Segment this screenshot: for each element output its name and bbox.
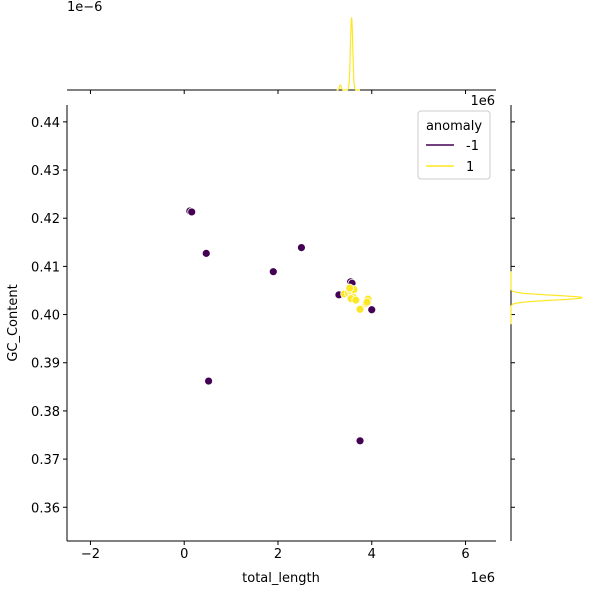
legend-label-negative: -1 [466,139,479,154]
scatter-points [185,206,377,446]
x-axis-label: total_length [242,571,320,586]
y-tick-label: 0.44 [31,116,60,131]
y-axis-scale-label: 1e6 [470,94,495,109]
x-tick-label: 2 [274,547,282,562]
x-tick-label: 0 [180,547,188,562]
y-tick-label: 0.43 [31,164,60,179]
right-marginal-ticks [511,121,515,508]
scatter-point-anomaly-negative [367,305,377,315]
x-tick-label: 6 [461,547,469,562]
scatter-point-anomaly-positive [355,304,365,314]
y-tick-label: 0.41 [31,260,60,275]
y-tick-label: 0.42 [31,212,60,227]
x-tick-label: 4 [368,547,376,562]
scatter-point-anomaly-negative [297,243,306,253]
legend-title: anomaly [426,119,482,134]
y-tick-label: 0.38 [31,405,60,420]
y-tick-label: 0.37 [31,453,60,468]
scatter-point-anomaly-negative [201,248,211,258]
y-axis-label: GC_Content [6,284,21,361]
right-marginal-panel [510,105,583,541]
scatter-point-anomaly-negative [187,207,197,217]
scatter-point-anomaly-positive [351,295,361,305]
scatter-point-anomaly-negative [204,376,213,386]
x-tick-label: −2 [81,547,100,562]
scatter-point-anomaly-negative [355,436,365,446]
y-tick-label: 0.40 [31,309,60,324]
y-tick-label: 0.39 [31,357,60,372]
legend-label-positive: 1 [466,160,474,175]
scatter-point-anomaly-positive [362,297,372,307]
top-marginal-scale-label: 1e−6 [67,0,102,15]
y-tick-label: 0.36 [31,501,60,516]
main-scatter-panel: −2 0 2 4 6 0.360.370.380.390.400.410.420.430… [6,94,496,586]
y-axis-ticks: 0.36 0.37 0.38 0.39 0.40 0.41 0.42 0.43 0.44 [31,116,67,516]
x-axis-ticks: −2 0 2 4 6 [81,541,470,562]
right-marginal-density-curve [510,271,583,325]
top-marginal-density-curve [336,16,361,91]
scatter-point-anomaly-negative [268,267,278,277]
top-marginal-ticks [89,90,467,94]
x-axis-scale-label: 1e6 [470,571,495,586]
scatter-point-anomaly-positive [345,283,355,293]
legend: anomaly -1 1 [417,110,491,180]
top-marginal-panel: 1e−6 [67,0,496,94]
